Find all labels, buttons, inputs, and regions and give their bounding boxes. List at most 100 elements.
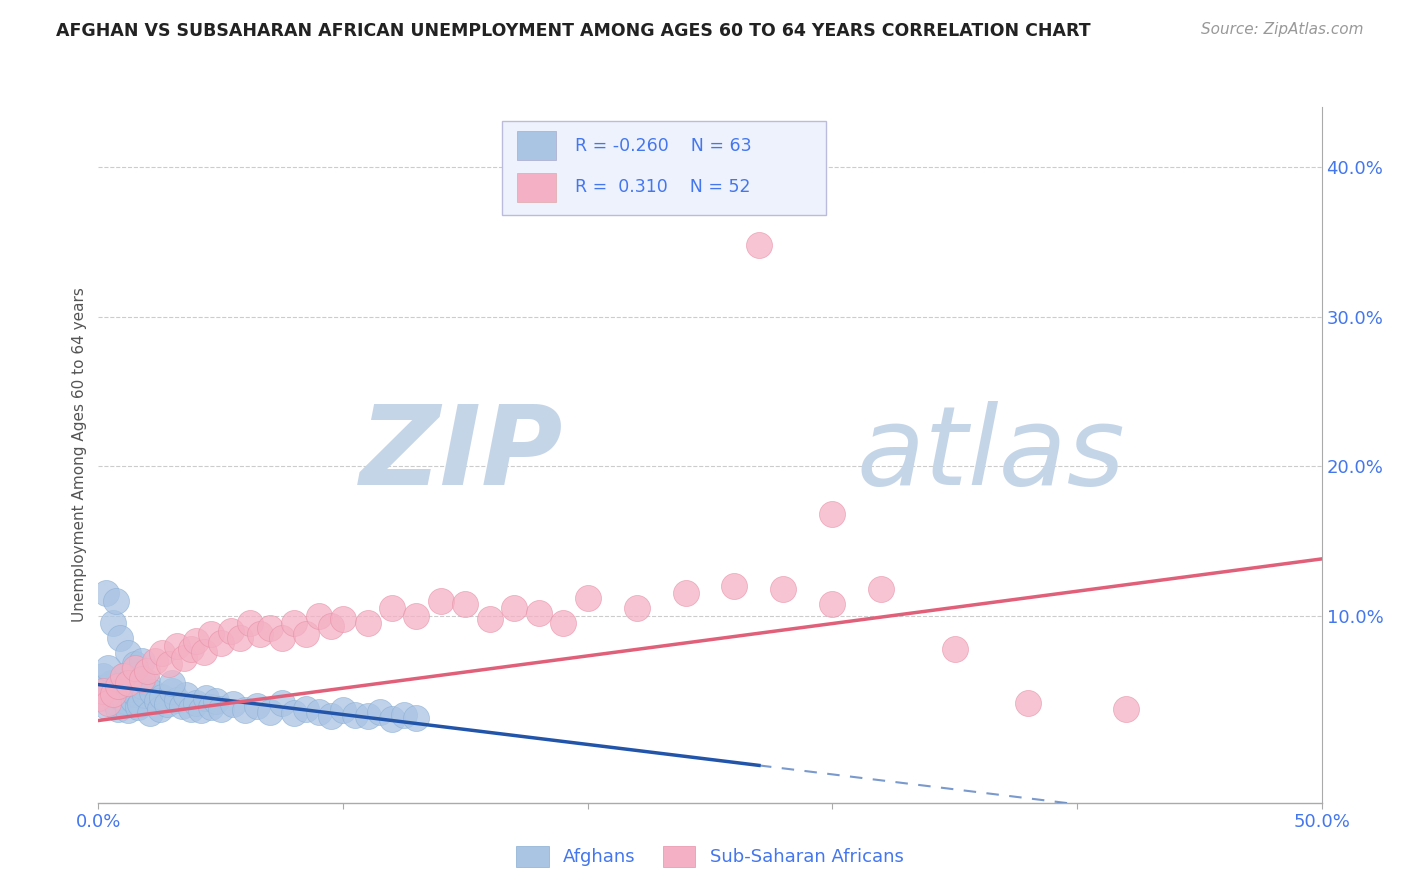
Point (124, 661, 146, 675)
Point (131, 654, 153, 668)
FancyBboxPatch shape (517, 172, 555, 202)
Point (143, 654, 166, 668)
Point (675, 586, 697, 600)
Point (131, 672, 153, 686)
Point (1017, 696, 1039, 710)
Point (626, 601, 648, 615)
Point (381, 601, 404, 615)
Point (283, 706, 305, 720)
Point (127, 700, 149, 714)
Point (205, 694, 228, 708)
Point (91, 683, 114, 698)
Point (166, 639, 188, 653)
Point (405, 710, 427, 724)
Point (104, 696, 127, 710)
Y-axis label: Unemployment Among Ages 60 to 64 years: Unemployment Among Ages 60 to 64 years (72, 287, 87, 623)
FancyBboxPatch shape (517, 131, 555, 161)
Point (356, 616, 378, 631)
Point (405, 608, 427, 623)
Point (100, 676, 122, 690)
Point (319, 619, 342, 633)
Point (283, 616, 305, 631)
Point (454, 597, 477, 611)
Point (150, 646, 173, 660)
Point (141, 685, 163, 699)
Point (120, 682, 142, 697)
Point (576, 591, 599, 605)
Text: R = -0.260    N = 63: R = -0.260 N = 63 (575, 136, 752, 155)
Point (200, 700, 222, 714)
Point (193, 645, 215, 659)
Point (91, 691, 114, 706)
Point (97, 696, 120, 710)
Point (723, 579, 745, 593)
Point (117, 676, 139, 690)
Point (111, 668, 134, 682)
Point (381, 712, 404, 726)
Point (249, 626, 271, 640)
Point (332, 703, 354, 717)
Point (308, 608, 330, 623)
Point (156, 697, 179, 711)
Point (124, 687, 146, 701)
Text: R =  0.310    N = 52: R = 0.310 N = 52 (575, 178, 751, 196)
Point (943, 641, 966, 656)
Point (146, 694, 169, 708)
Point (124, 657, 146, 671)
Point (748, 237, 770, 252)
Point (101, 687, 124, 701)
Point (117, 703, 139, 717)
Point (392, 707, 416, 722)
Point (149, 701, 172, 715)
Point (344, 707, 367, 722)
Point (503, 601, 526, 615)
Point (870, 582, 893, 596)
Point (117, 646, 139, 660)
Point (270, 696, 294, 710)
Point (94, 698, 117, 713)
Point (176, 688, 198, 702)
Point (553, 616, 575, 631)
Point (166, 692, 188, 706)
Point (186, 634, 208, 648)
Point (821, 507, 844, 521)
Point (295, 701, 318, 715)
Point (195, 691, 218, 706)
Point (430, 594, 453, 608)
Point (94, 586, 117, 600)
Point (239, 616, 262, 631)
Point (233, 703, 256, 717)
Text: AFGHAN VS SUBSAHARAN AFRICAN UNEMPLOYMENT AMONG AGES 60 TO 64 YEARS CORRELATION : AFGHAN VS SUBSAHARAN AFRICAN UNEMPLOYMEN… (56, 22, 1091, 40)
Point (91, 668, 114, 682)
Point (107, 679, 129, 693)
Point (332, 612, 354, 626)
Point (180, 641, 202, 656)
Point (160, 683, 183, 698)
Point (110, 631, 132, 645)
Point (821, 597, 844, 611)
Point (259, 621, 281, 635)
Point (101, 683, 124, 698)
Point (111, 668, 134, 682)
Point (104, 594, 127, 608)
Point (209, 636, 232, 650)
Point (136, 674, 159, 689)
Point (246, 698, 269, 713)
Point (368, 705, 391, 719)
Point (219, 624, 242, 638)
Point (97, 661, 120, 675)
Text: Source: ZipAtlas.com: Source: ZipAtlas.com (1201, 22, 1364, 37)
Point (160, 676, 183, 690)
Point (186, 696, 208, 710)
Point (139, 706, 162, 720)
Legend: Afghans, Sub-Saharan Africans: Afghans, Sub-Saharan Africans (509, 838, 911, 874)
FancyBboxPatch shape (502, 121, 827, 215)
Text: atlas: atlas (856, 401, 1125, 508)
Point (190, 703, 212, 717)
Point (270, 631, 294, 645)
Point (772, 582, 794, 596)
Point (222, 697, 245, 711)
Point (229, 631, 252, 645)
Point (121, 692, 143, 706)
Point (87, 691, 110, 706)
